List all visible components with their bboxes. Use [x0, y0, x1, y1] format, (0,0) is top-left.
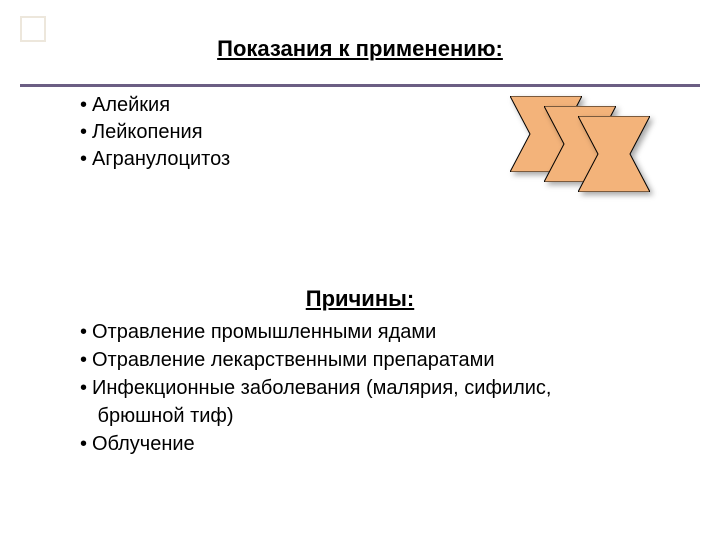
list-item-text: Отравление промышленными ядами [92, 318, 436, 346]
list-item: • Инфекционные заболевания (малярия, сиф… [80, 374, 551, 430]
bookmark-graphic [510, 96, 680, 206]
list-item-text: Облучение [92, 430, 195, 458]
bullet-icon: • [80, 92, 92, 119]
bookmark-poly [578, 116, 650, 192]
list-item-text: Алейкия [92, 92, 170, 119]
list-item: • Лейкопения [80, 119, 230, 146]
list-item: • Облучение [80, 430, 551, 458]
bookmark-icon [578, 116, 650, 197]
bullet-icon: • [80, 374, 92, 430]
bullet-icon: • [80, 346, 92, 374]
list-item-text: Инфекционные заболевания (малярия, сифил… [92, 374, 551, 430]
causes-list: • Отравление промышленными ядами • Отрав… [80, 318, 551, 458]
indications-list: • Алейкия • Лейкопения • Агранулоцитоз [80, 92, 230, 173]
list-item: • Отравление промышленными ядами [80, 318, 551, 346]
list-item-text: Лейкопения [92, 119, 203, 146]
heading-causes: Причины: [0, 286, 720, 312]
list-item: • Алейкия [80, 92, 230, 119]
list-item: • Агранулоцитоз [80, 146, 230, 173]
horizontal-rule [20, 84, 700, 87]
list-item-text: Агранулоцитоз [92, 146, 230, 173]
bullet-icon: • [80, 318, 92, 346]
slide: Показания к применению: • Алейкия • Лейк… [0, 0, 720, 540]
bullet-icon: • [80, 119, 92, 146]
bullet-icon: • [80, 430, 92, 458]
bullet-icon: • [80, 146, 92, 173]
list-item: • Отравление лекарственными препаратами [80, 346, 551, 374]
list-item-text: Отравление лекарственными препаратами [92, 346, 495, 374]
heading-indications: Показания к применению: [0, 36, 720, 62]
